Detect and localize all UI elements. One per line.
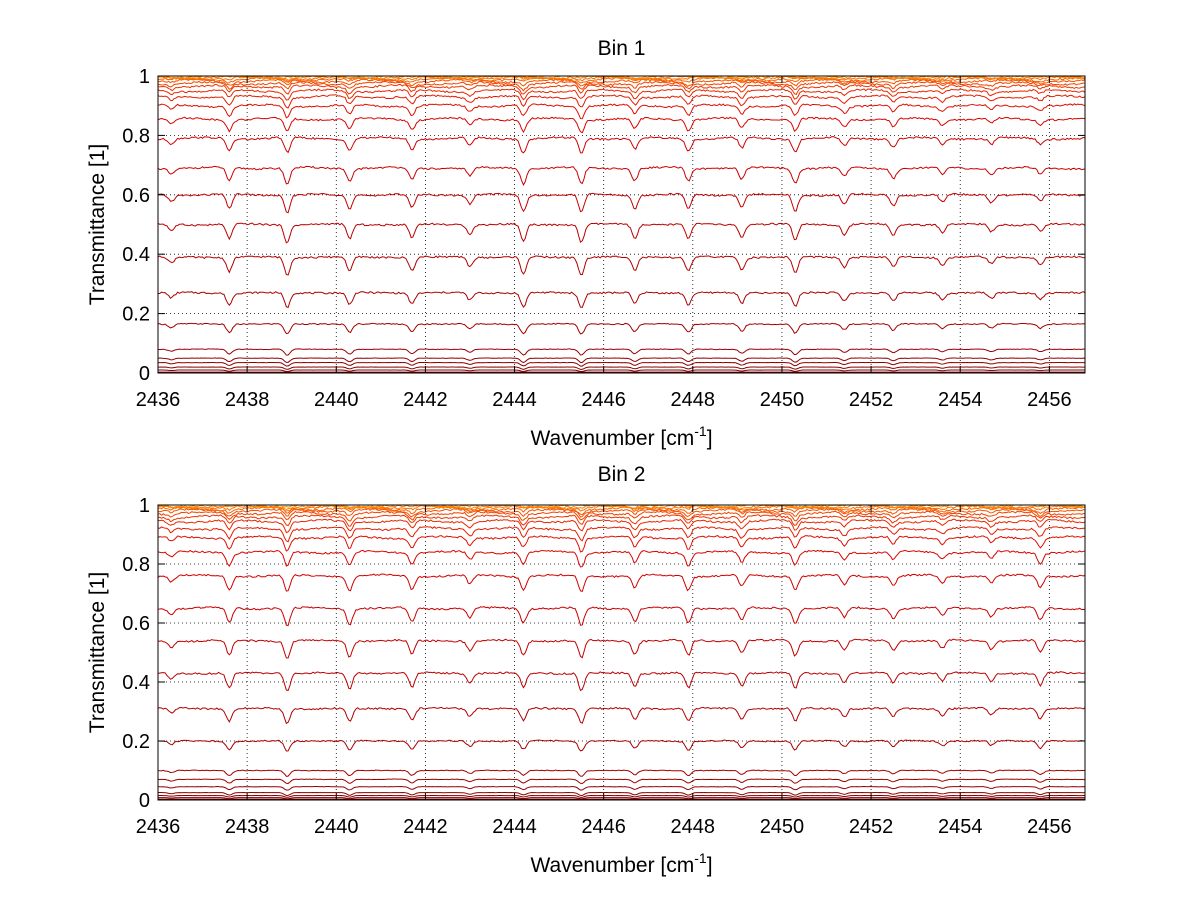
x-axis-title-suffix: ]: [707, 427, 713, 450]
series-line-14: [157, 116, 1086, 134]
series-line-21: [157, 506, 1086, 516]
series-line-12: [157, 165, 1086, 186]
series-line-4: [157, 361, 1086, 367]
chart-title: Bin 2: [598, 463, 646, 486]
series-line-8: [157, 739, 1086, 752]
y-tick-label: 0.2: [122, 304, 150, 326]
x-tick-label: 2454: [938, 389, 983, 411]
y-tick-label: 0.6: [122, 613, 150, 635]
series-line-16: [157, 94, 1086, 109]
x-tick-label: 2450: [760, 816, 805, 838]
y-tick-label: 0.8: [122, 554, 150, 576]
x-axis-title-superscript: -1: [694, 423, 707, 439]
y-tick-label: 1: [139, 66, 150, 88]
series-line-17: [157, 88, 1086, 101]
series-line-20: [157, 78, 1086, 87]
series-line-8: [157, 291, 1086, 309]
y-tick-label: 0: [139, 363, 150, 385]
x-tick-label: 2444: [492, 389, 537, 411]
series-line-5: [157, 357, 1086, 364]
x-tick-label: 2440: [314, 389, 359, 411]
x-axis-title-main: Wavenumber [cm: [530, 854, 694, 877]
y-tick-label: 0.4: [122, 244, 150, 266]
chart-panel-2: 2436 2438 2440 2442 2444 2446 2448 2450 2452 2454…: [86, 463, 1086, 877]
series-line-9: [157, 255, 1086, 276]
x-tick-label: 2436: [136, 816, 181, 838]
x-tick-label: 2442: [403, 389, 448, 411]
series-line-10: [157, 671, 1086, 692]
y-tick-label: 0.6: [122, 185, 150, 207]
series-line-6: [157, 348, 1086, 356]
x-tick-label: 2446: [581, 389, 626, 411]
x-tick-label: 2440: [314, 816, 359, 838]
series-line-19: [157, 80, 1086, 92]
series-line-12: [157, 606, 1086, 627]
series-line-16: [157, 526, 1086, 543]
series-line-19: [157, 510, 1086, 522]
x-axis-title-superscript: -1: [694, 850, 707, 866]
x-tick-label: 2438: [225, 389, 270, 411]
series-line-18: [157, 514, 1086, 527]
y-tick-label: 0: [139, 790, 150, 812]
series-line-6: [157, 778, 1086, 785]
x-axis-title: Wavenumber [cm-1]: [530, 850, 712, 877]
x-tick-label: 2442: [403, 816, 448, 838]
x-tick-label: 2448: [671, 816, 716, 838]
y-tick-label: 0.8: [122, 125, 150, 147]
series-line-5: [157, 786, 1086, 791]
x-tick-label: 2450: [760, 389, 805, 411]
x-axis-title-suffix: ]: [707, 854, 713, 877]
series-line-3: [157, 795, 1086, 798]
series-line-2: [157, 369, 1086, 372]
y-tick-label: 0.4: [122, 672, 150, 694]
series-line-7: [157, 322, 1086, 335]
series-line-3: [157, 366, 1086, 370]
series-line-18: [157, 83, 1086, 96]
series-line-14: [157, 549, 1086, 568]
series-line-11: [157, 638, 1086, 659]
x-tick-label: 2438: [225, 816, 270, 838]
series-line-11: [157, 192, 1086, 214]
x-tick-label: 2452: [849, 389, 894, 411]
series-line-20: [157, 507, 1086, 518]
series-line-4: [158, 792, 1086, 796]
axes-frame: [157, 504, 1086, 801]
series-line-15: [157, 103, 1086, 120]
x-tick-label: 2448: [671, 389, 716, 411]
x-tick-label: 2456: [1027, 816, 1072, 838]
y-axis-title: Transmittance [1]: [86, 144, 109, 305]
chart-panel-1: 2436 2438 2440 2442 2444 2446 2448 2450 2452 2454…: [86, 37, 1086, 450]
y-tick-label: 1: [139, 495, 150, 517]
series-line-9: [157, 706, 1086, 725]
chart-title: Bin 1: [598, 37, 646, 60]
series-line-15: [157, 535, 1086, 553]
x-axis-title-main: Wavenumber [cm: [530, 427, 694, 450]
x-tick-label: 2454: [938, 816, 983, 838]
series-line-17: [157, 518, 1086, 534]
x-tick-label: 2456: [1027, 389, 1072, 411]
y-tick-label: 0.2: [122, 731, 150, 753]
x-tick-label: 2436: [136, 389, 181, 411]
series-line-10: [157, 222, 1086, 244]
series-line-13: [157, 573, 1086, 592]
series-line-2: [157, 797, 1086, 800]
series-line-13: [157, 135, 1086, 154]
series-line-7: [157, 769, 1086, 777]
x-axis-title: Wavenumber [cm-1]: [530, 423, 712, 450]
axes-frame: [157, 75, 1086, 374]
x-tick-label: 2452: [849, 816, 894, 838]
x-tick-label: 2444: [492, 816, 537, 838]
y-axis-title: Transmittance [1]: [86, 572, 109, 733]
x-tick-label: 2446: [581, 816, 626, 838]
